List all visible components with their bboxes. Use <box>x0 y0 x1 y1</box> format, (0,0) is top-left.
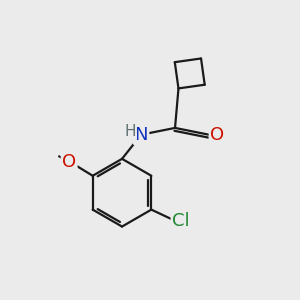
Text: Cl: Cl <box>172 212 190 230</box>
Text: O: O <box>210 126 224 144</box>
Text: O: O <box>62 153 76 171</box>
Text: N: N <box>134 126 148 144</box>
Text: H: H <box>124 124 136 139</box>
